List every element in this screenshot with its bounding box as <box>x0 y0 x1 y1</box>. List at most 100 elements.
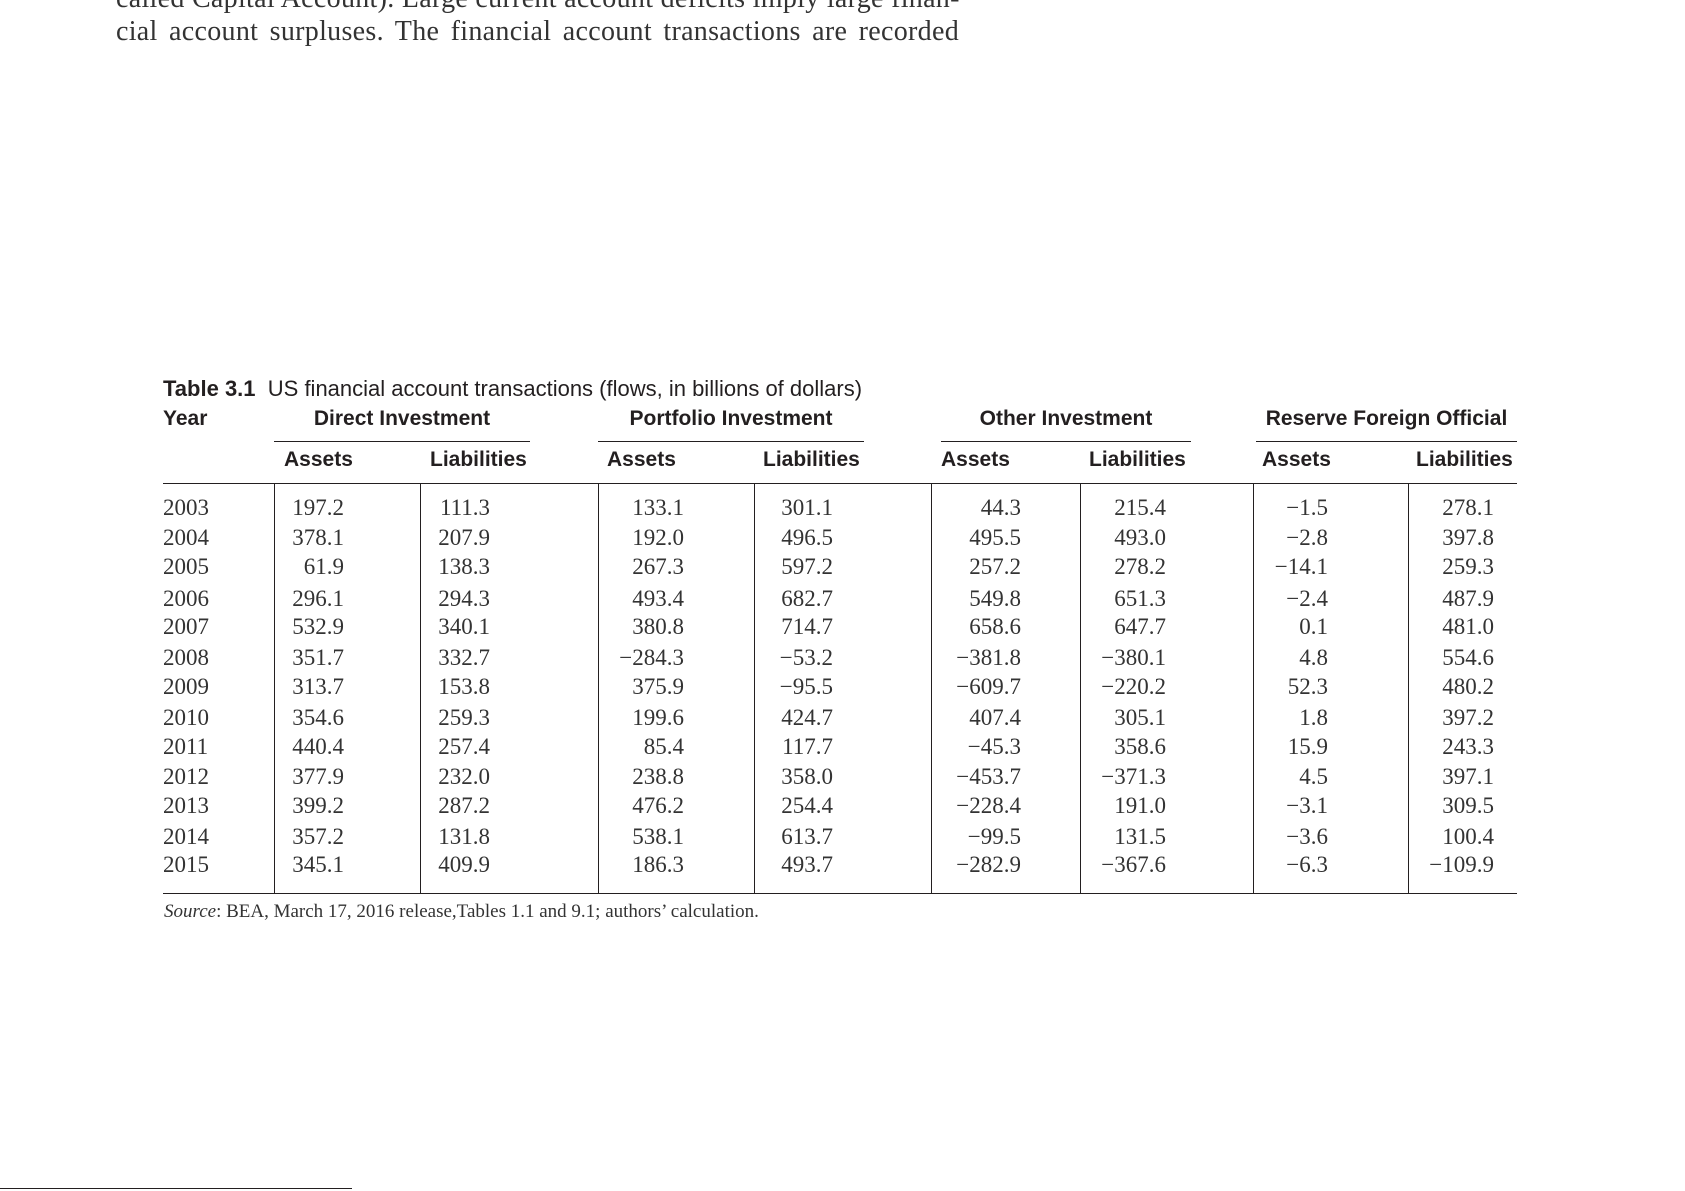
value-cell: −453.7 <box>956 764 1021 789</box>
value-cell: −228.4 <box>956 793 1021 818</box>
year-cell: 2012 <box>163 764 209 789</box>
value-cell: 254.4 <box>781 793 833 818</box>
value-cell: 1.8 <box>1299 705 1328 730</box>
value-cell: 357.2 <box>292 824 344 849</box>
value-cell: 259.3 <box>1442 554 1494 579</box>
value-cell: 597.2 <box>781 554 833 579</box>
value-cell: 111.3 <box>439 495 490 520</box>
value-cell: −380.1 <box>1101 645 1166 670</box>
value-cell: 131.5 <box>1114 824 1166 849</box>
source-text: : BEA, March 17, 2016 release,Tables 1.1… <box>216 901 759 922</box>
group-header: Reserve Foreign Official <box>1265 407 1508 430</box>
column-rule <box>274 483 275 893</box>
column-header: Assets <box>284 448 353 471</box>
value-cell: 192.0 <box>632 525 684 550</box>
value-cell: 278.1 <box>1442 495 1494 520</box>
value-cell: 313.7 <box>292 674 344 699</box>
value-cell: 100.4 <box>1442 824 1494 849</box>
value-cell: 378.1 <box>292 525 344 550</box>
value-cell: −371.3 <box>1101 764 1166 789</box>
value-cell: −95.5 <box>779 674 833 699</box>
group-rule <box>598 441 864 442</box>
value-cell: −220.2 <box>1101 674 1166 699</box>
value-cell: 332.7 <box>438 645 490 670</box>
value-cell: −381.8 <box>956 645 1021 670</box>
value-cell: −3.1 <box>1286 793 1328 818</box>
value-cell: 287.2 <box>438 793 490 818</box>
value-cell: 52.3 <box>1287 674 1328 699</box>
value-cell: 493.7 <box>781 852 833 877</box>
group-rule <box>1256 441 1517 442</box>
value-cell: 487.9 <box>1442 586 1494 611</box>
value-cell: 651.3 <box>1114 586 1166 611</box>
year-cell: 2004 <box>163 525 209 550</box>
value-cell: 714.7 <box>781 614 833 639</box>
value-cell: 493.0 <box>1114 525 1166 550</box>
column-rule <box>1408 483 1409 893</box>
value-cell: 354.6 <box>292 705 344 730</box>
clip-mask <box>0 56 1685 64</box>
year-cell: 2014 <box>163 824 209 849</box>
value-cell: 44.3 <box>980 495 1021 520</box>
value-cell: 0.1 <box>1299 614 1328 639</box>
value-cell: 238.8 <box>632 764 684 789</box>
column-header: Liabilities <box>430 448 527 471</box>
value-cell: −109.9 <box>1429 852 1494 877</box>
value-cell: −282.9 <box>956 852 1021 877</box>
group-header: Direct Investment <box>313 407 491 430</box>
value-cell: 243.3 <box>1442 734 1494 759</box>
group-header: Other Investment <box>979 407 1153 430</box>
value-cell: 4.8 <box>1299 645 1328 670</box>
value-cell: −2.4 <box>1286 586 1328 611</box>
value-cell: −6.3 <box>1286 852 1328 877</box>
value-cell: −284.3 <box>619 645 684 670</box>
table-caption: Table 3.1 US financial account transacti… <box>163 376 862 402</box>
value-cell: 153.8 <box>438 674 490 699</box>
value-cell: 117.7 <box>782 734 833 759</box>
value-cell: 197.2 <box>292 495 344 520</box>
value-cell: 133.1 <box>632 495 684 520</box>
value-cell: 377.9 <box>292 764 344 789</box>
value-cell: 309.5 <box>1442 793 1494 818</box>
column-header: Liabilities <box>1416 448 1513 471</box>
value-cell: 440.4 <box>292 734 344 759</box>
value-cell: −3.6 <box>1286 824 1328 849</box>
header-rule <box>163 483 1517 484</box>
column-header: Assets <box>941 448 1010 471</box>
value-cell: 496.5 <box>781 525 833 550</box>
value-cell: 480.2 <box>1442 674 1494 699</box>
year-cell: 2008 <box>163 645 209 670</box>
value-cell: 399.2 <box>292 793 344 818</box>
group-rule <box>274 441 530 442</box>
value-cell: 409.9 <box>438 852 490 877</box>
value-cell: 131.8 <box>438 824 490 849</box>
value-cell: 61.9 <box>303 554 344 579</box>
column-rule <box>1080 483 1081 893</box>
value-cell: 358.0 <box>781 764 833 789</box>
column-rule <box>420 483 421 893</box>
value-cell: 257.2 <box>969 554 1021 579</box>
value-cell: 257.4 <box>438 734 490 759</box>
source-label: Source <box>164 901 217 922</box>
value-cell: 476.2 <box>632 793 684 818</box>
value-cell: 358.6 <box>1114 734 1166 759</box>
bottom-rule <box>163 893 1517 894</box>
table-source: Source: BEA, March 17, 2016 release,Tabl… <box>164 901 759 923</box>
value-cell: 4.5 <box>1299 764 1328 789</box>
column-rule <box>1253 483 1254 893</box>
value-cell: −14.1 <box>1274 554 1328 579</box>
value-cell: 296.1 <box>292 586 344 611</box>
column-header: Liabilities <box>763 448 860 471</box>
value-cell: 15.9 <box>1287 734 1328 759</box>
group-rule <box>941 441 1191 442</box>
value-cell: 424.7 <box>781 705 833 730</box>
body-text-line: called Capital Account). Large current a… <box>116 0 959 15</box>
value-cell: 138.3 <box>438 554 490 579</box>
value-cell: 199.6 <box>632 705 684 730</box>
value-cell: 493.4 <box>632 586 684 611</box>
value-cell: −609.7 <box>956 674 1021 699</box>
value-cell: 207.9 <box>438 525 490 550</box>
year-cell: 2003 <box>163 495 209 520</box>
value-cell: 397.2 <box>1442 705 1494 730</box>
year-cell: 2015 <box>163 852 209 877</box>
